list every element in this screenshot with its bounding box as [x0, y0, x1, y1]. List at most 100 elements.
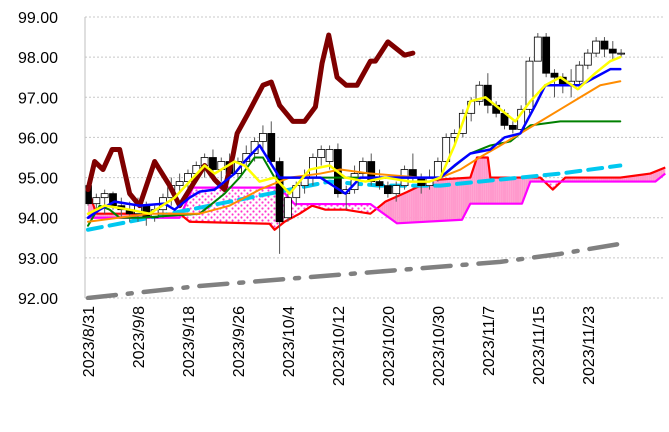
cloud-segment: [417, 186, 419, 222]
cloud-segment: [248, 188, 250, 224]
candle-body: [601, 41, 608, 49]
candle-body: [593, 41, 600, 53]
x-tick-label: 2023/10/30: [431, 306, 448, 386]
cloud-segment: [257, 188, 259, 224]
cloud-segment: [452, 179, 454, 221]
cloud-segment: [496, 178, 498, 204]
candle: [543, 33, 550, 77]
candlesticks: [85, 33, 625, 254]
cloud-segment: [402, 193, 404, 223]
y-tick-label: 99.00: [18, 10, 58, 27]
x-tick-label: 2023/8/31: [81, 306, 98, 377]
candle-body: [384, 186, 391, 194]
cloud-segment: [390, 199, 392, 220]
candle-body: [618, 53, 625, 54]
candle: [534, 33, 541, 61]
y-tick-label: 93.00: [18, 251, 58, 268]
cloud-segment: [238, 188, 240, 223]
candle: [618, 49, 625, 57]
cloud-segment: [192, 188, 194, 222]
candle-body: [284, 198, 291, 218]
x-tick-label: 2023/11/15: [531, 306, 548, 385]
y-tick-label: 95.00: [18, 171, 58, 188]
cloud-segment: [469, 175, 471, 206]
cloud-segment: [413, 188, 415, 222]
candle-body: [176, 182, 183, 186]
cloud-segment: [240, 188, 242, 223]
candle-body: [101, 194, 108, 198]
cloud-segment: [246, 188, 248, 224]
cloud-segment: [511, 178, 513, 204]
cloud-segment: [411, 189, 413, 222]
candle-body: [93, 198, 100, 204]
cloud-segment: [244, 188, 246, 224]
x-tick-label: 2023/11/23: [581, 306, 598, 385]
y-tick-label: 98.00: [18, 50, 58, 67]
cloud-segment: [392, 198, 394, 221]
candle: [284, 194, 291, 222]
candle: [551, 69, 558, 97]
y-tick-label: 94.00: [18, 211, 58, 228]
cloud-segment: [398, 195, 400, 223]
cloud-segment: [425, 182, 427, 222]
x-tick-label: 2023/10/12: [331, 306, 348, 386]
cloud-segment: [498, 178, 500, 204]
cloud-segment: [519, 178, 521, 204]
candle: [318, 145, 325, 165]
candle: [601, 37, 608, 57]
cloud-segment: [409, 190, 411, 222]
cloud-segment: [513, 178, 515, 204]
candle: [593, 37, 600, 57]
cloud-segment: [388, 200, 390, 219]
candle: [101, 190, 108, 214]
x-axis-labels: 2023/8/31 2023/9/8 2023/9/18 2023/9/26 2023/…: [81, 306, 598, 386]
candle-body: [268, 133, 275, 161]
candle: [584, 49, 591, 69]
candle-body: [393, 186, 400, 194]
candle: [509, 121, 516, 133]
candle-body: [326, 149, 333, 161]
candle: [359, 158, 366, 178]
candle-body: [609, 49, 616, 53]
cloud-segment: [517, 178, 519, 204]
cloud-segment: [407, 191, 409, 223]
candle-body: [509, 125, 516, 129]
cloud-segment: [242, 188, 244, 223]
trend-gray-line: [88, 244, 620, 298]
x-tick-label: 2023/10/20: [381, 306, 398, 386]
x-tick-label: 2023/9/18: [181, 306, 198, 377]
candle-body: [551, 73, 558, 77]
candle-body: [209, 158, 216, 170]
cloud-segment: [505, 178, 507, 204]
cloud-segment: [234, 188, 236, 223]
candle: [476, 81, 483, 105]
candle-body: [584, 53, 591, 65]
x-tick-label: 2023/9/26: [231, 306, 248, 377]
candle-body: [543, 37, 550, 73]
candle-body: [576, 65, 583, 81]
cloud-segment: [423, 183, 425, 222]
x-tick-label: 2023/10/4: [281, 306, 298, 377]
cloud-segment: [509, 178, 511, 204]
cloud-segment: [507, 178, 509, 204]
y-axis-labels: 92.00 93.00 94.00 95.00 96.00 97.00 98.00 99.00: [18, 10, 58, 308]
cloud-segment: [200, 188, 202, 222]
candle-body: [534, 37, 541, 61]
candle-body: [259, 133, 266, 141]
cloud-segment: [259, 188, 261, 224]
candle: [484, 73, 491, 113]
cloud-segment: [236, 188, 238, 223]
y-tick-label: 92.00: [18, 291, 58, 308]
cloud-segment: [367, 204, 369, 213]
cloud-segment: [415, 187, 417, 222]
y-tick-label: 97.00: [18, 90, 58, 107]
x-tick-label: 2023/9/8: [131, 306, 148, 368]
x-tick-label: 2023/11/7: [481, 306, 498, 376]
candle-body: [318, 149, 325, 157]
candle-body: [276, 162, 283, 222]
y-tick-label: 96.00: [18, 130, 58, 147]
cloud-segment: [405, 192, 407, 223]
cloud-segment: [213, 188, 215, 223]
cloud-segment: [400, 194, 402, 223]
